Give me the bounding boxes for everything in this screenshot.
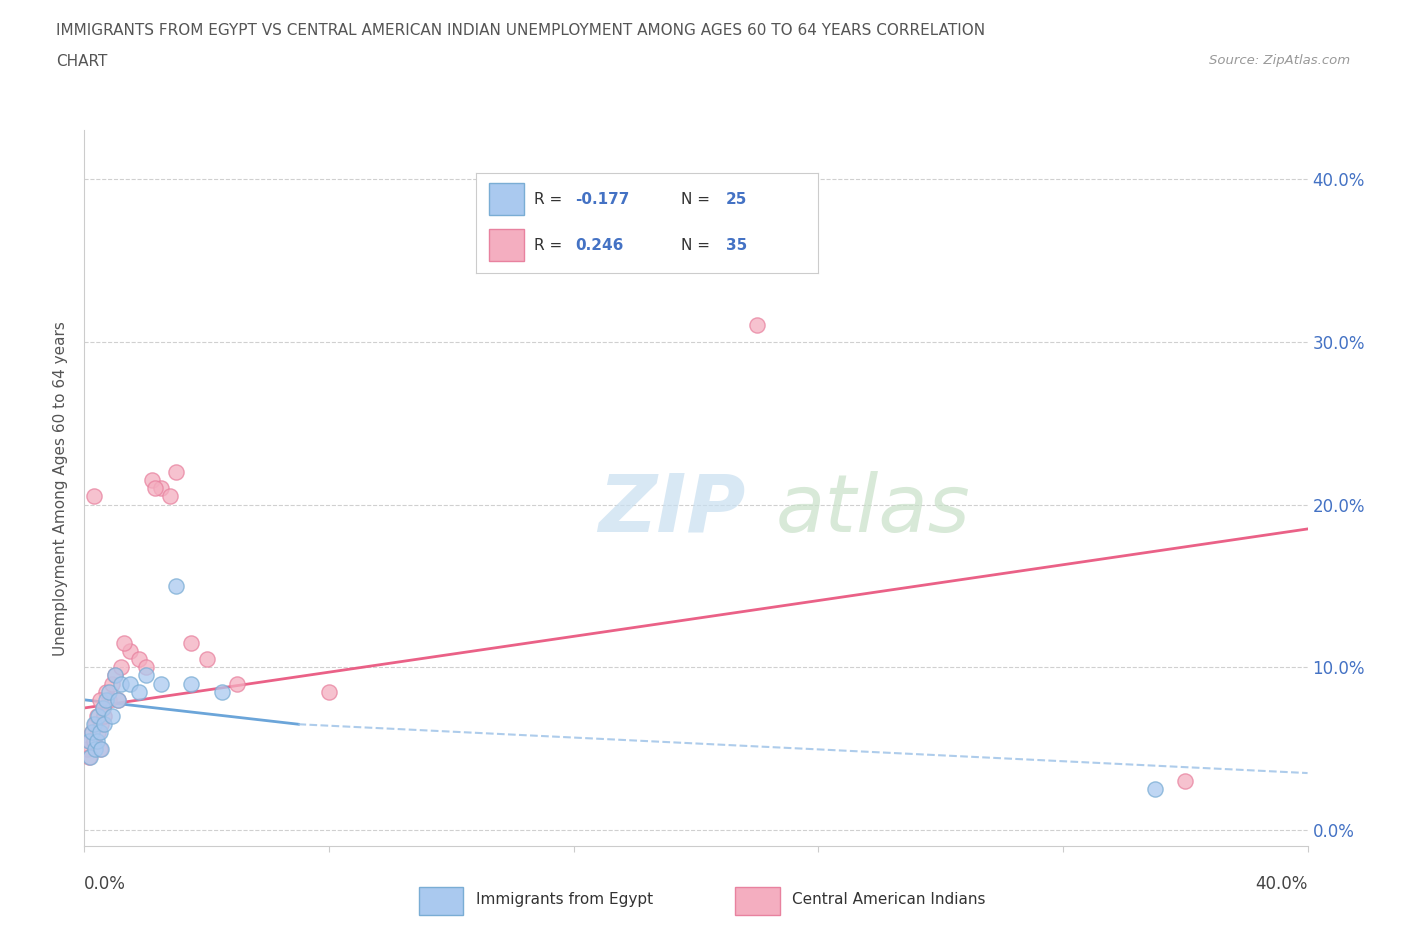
Point	[107, 692, 129, 708]
Text: 35: 35	[725, 238, 747, 253]
Point	[97, 684, 120, 699]
Point	[90, 741, 112, 756]
Point	[180, 676, 202, 691]
Point	[318, 684, 340, 699]
Point	[77, 733, 100, 748]
Text: 0.0%: 0.0%	[84, 874, 127, 893]
Point	[86, 709, 108, 724]
Point	[91, 700, 114, 715]
Point	[76, 741, 98, 756]
Point	[87, 725, 110, 740]
Point	[747, 318, 769, 333]
Point	[104, 668, 127, 683]
Point	[84, 717, 107, 732]
Point	[89, 692, 111, 708]
Point	[141, 472, 163, 487]
Point	[79, 733, 101, 748]
Point	[101, 709, 124, 724]
Point	[149, 481, 172, 496]
FancyBboxPatch shape	[419, 887, 464, 915]
Point	[83, 489, 105, 504]
Point	[90, 717, 112, 732]
Text: 40.0%: 40.0%	[1256, 874, 1308, 893]
Point	[83, 733, 105, 748]
Point	[128, 684, 150, 699]
Y-axis label: Unemployment Among Ages 60 to 64 years: Unemployment Among Ages 60 to 64 years	[53, 321, 69, 656]
Point	[97, 692, 120, 708]
Text: R =: R =	[534, 238, 567, 253]
Text: Central American Indians: Central American Indians	[793, 892, 986, 908]
Point	[128, 652, 150, 667]
Point	[195, 652, 218, 667]
Point	[91, 700, 114, 715]
Point	[1143, 782, 1166, 797]
Point	[83, 717, 105, 732]
Point	[89, 741, 111, 756]
Text: Immigrants from Egypt: Immigrants from Egypt	[475, 892, 652, 908]
Point	[86, 733, 108, 748]
Point	[211, 684, 233, 699]
Point	[94, 692, 117, 708]
Point	[112, 635, 135, 650]
Text: ZIP: ZIP	[598, 471, 745, 549]
Point	[135, 668, 157, 683]
Point	[135, 660, 157, 675]
Point	[93, 709, 115, 724]
Text: N =: N =	[682, 192, 716, 206]
Point	[80, 725, 103, 740]
Point	[84, 741, 107, 756]
Point	[79, 750, 101, 764]
FancyBboxPatch shape	[489, 183, 524, 215]
Point	[89, 725, 111, 740]
Point	[93, 717, 115, 732]
Point	[104, 668, 127, 683]
Text: atlas: atlas	[776, 471, 970, 549]
FancyBboxPatch shape	[489, 230, 524, 261]
Point	[80, 725, 103, 740]
Text: IMMIGRANTS FROM EGYPT VS CENTRAL AMERICAN INDIAN UNEMPLOYMENT AMONG AGES 60 TO 6: IMMIGRANTS FROM EGYPT VS CENTRAL AMERICA…	[56, 23, 986, 38]
Point	[149, 676, 172, 691]
Point	[165, 578, 187, 593]
Point	[120, 644, 142, 658]
Text: Source: ZipAtlas.com: Source: ZipAtlas.com	[1209, 54, 1350, 67]
Text: 0.246: 0.246	[575, 238, 623, 253]
Point	[159, 489, 181, 504]
Point	[120, 676, 142, 691]
Point	[165, 465, 187, 480]
Point	[143, 481, 166, 496]
Text: N =: N =	[682, 238, 716, 253]
Point	[110, 676, 132, 691]
Text: R =: R =	[534, 192, 567, 206]
Point	[110, 660, 132, 675]
Point	[226, 676, 249, 691]
Text: 25: 25	[725, 192, 747, 206]
Point	[180, 635, 202, 650]
Point	[87, 709, 110, 724]
Point	[94, 684, 117, 699]
Point	[1174, 774, 1197, 789]
Text: -0.177: -0.177	[575, 192, 630, 206]
Text: CHART: CHART	[56, 54, 108, 69]
Point	[101, 676, 124, 691]
Point	[107, 692, 129, 708]
Point	[77, 750, 100, 764]
FancyBboxPatch shape	[735, 887, 779, 915]
